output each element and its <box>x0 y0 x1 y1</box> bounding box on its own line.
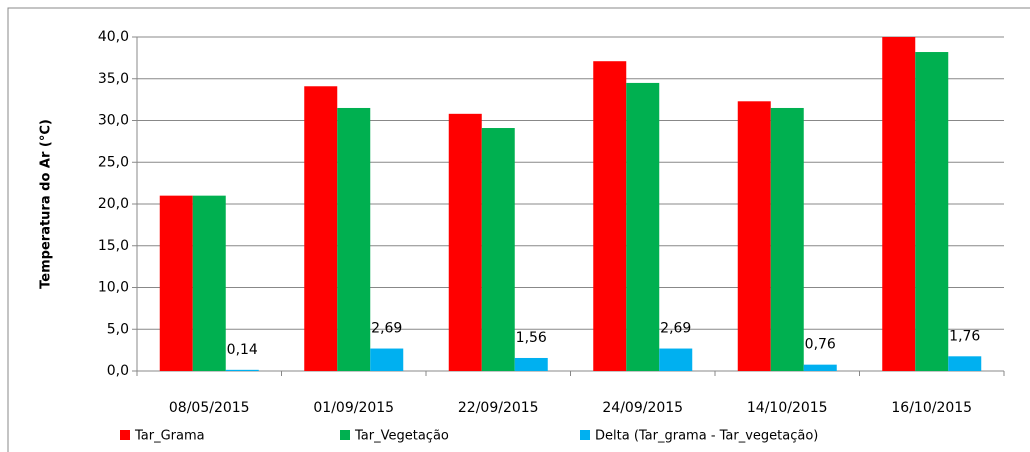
bar <box>737 101 771 372</box>
data-label: 2,69 <box>371 321 402 337</box>
y-tick-label: 35,0 <box>98 71 129 87</box>
bar <box>337 107 371 371</box>
x-tick-label: 08/05/2015 <box>169 400 250 416</box>
bar <box>448 113 482 371</box>
y-tick-label: 0,0 <box>107 363 129 379</box>
x-tick-label: 24/09/2015 <box>602 400 683 416</box>
data-label: 1,56 <box>516 330 547 346</box>
y-tick-label: 25,0 <box>98 154 129 170</box>
bar <box>770 107 804 371</box>
bar <box>593 61 627 372</box>
y-tick-label: 15,0 <box>98 238 129 254</box>
data-label: 2,69 <box>660 321 691 337</box>
x-tick-label: 01/09/2015 <box>313 400 394 416</box>
data-label: 0,76 <box>805 337 836 353</box>
data-label: 1,76 <box>949 328 980 344</box>
bar <box>481 128 515 371</box>
legend-swatch <box>120 430 130 440</box>
y-axis-label: Temperatura do Ar (°C) <box>39 119 54 289</box>
bar <box>370 348 404 371</box>
legend-swatch <box>340 430 350 440</box>
legend-label: Tar_Vegetação <box>354 429 449 444</box>
x-tick-label: 16/10/2015 <box>891 400 972 416</box>
x-tick-label: 14/10/2015 <box>747 400 828 416</box>
bar <box>304 86 338 371</box>
bar <box>626 82 660 372</box>
bar <box>803 364 837 371</box>
y-tick-label: 5,0 <box>107 321 129 337</box>
legend-swatch <box>580 430 590 440</box>
bar <box>915 52 949 371</box>
chart-border <box>7 7 1030 452</box>
bar <box>882 37 916 371</box>
x-tick-label: 22/09/2015 <box>458 400 539 416</box>
bar <box>192 195 226 371</box>
bar <box>225 369 259 371</box>
y-tick-label: 20,0 <box>98 196 129 212</box>
y-tick-label: 30,0 <box>98 113 129 129</box>
y-tick-label: 40,0 <box>98 29 129 45</box>
legend-label: Delta (Tar_grama - Tar_vegetação) <box>595 429 818 444</box>
bar <box>514 357 548 371</box>
legend-label: Tar_Grama <box>134 429 205 444</box>
bar <box>948 356 982 371</box>
bar <box>659 348 693 371</box>
y-tick-label: 10,0 <box>98 280 129 296</box>
data-label: 0,14 <box>227 342 258 358</box>
bar <box>159 195 193 371</box>
